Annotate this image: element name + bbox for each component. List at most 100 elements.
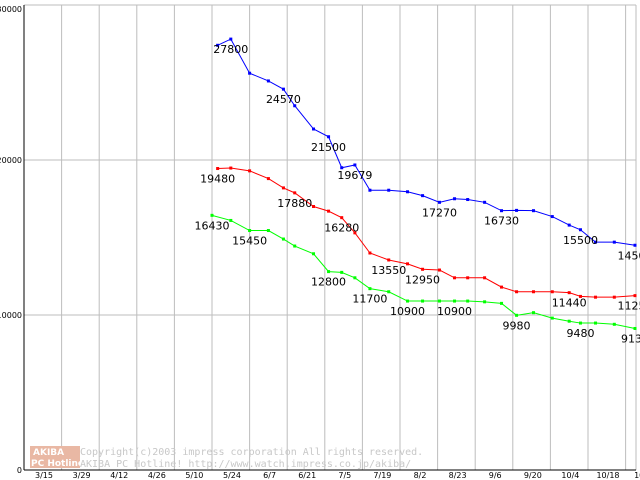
data-point-green <box>567 319 571 323</box>
data-point-green <box>421 299 425 303</box>
x-tick-label: 7/5 <box>338 471 351 480</box>
data-label-red: 12950 <box>405 273 440 286</box>
data-point-blue <box>312 127 316 131</box>
data-point-red <box>421 267 425 271</box>
data-label-blue: 15500 <box>563 234 598 247</box>
data-point-green <box>550 316 554 320</box>
x-tick-label: 7/19 <box>373 471 391 480</box>
data-point-blue <box>281 87 285 91</box>
data-point-red <box>612 295 616 299</box>
data-point-red <box>483 276 487 280</box>
x-tick-label: 4/12 <box>110 471 128 480</box>
data-point-blue <box>216 43 220 47</box>
data-label-green: 16430 <box>195 219 230 232</box>
data-label-blue: 16730 <box>484 215 519 228</box>
akiba-logo-bottom: PC Hotline! <box>31 459 88 469</box>
y-tick-label: 0 <box>17 466 22 475</box>
data-point-red <box>594 295 598 299</box>
data-point-red <box>633 294 637 298</box>
data-point-red <box>550 290 554 294</box>
y-tick-label: 20000 <box>0 156 22 165</box>
data-point-green <box>612 322 616 326</box>
data-label-blue: 27800 <box>213 43 248 56</box>
data-point-red <box>500 285 504 289</box>
x-tick-label: 9/6 <box>489 471 502 480</box>
data-point-blue <box>578 228 582 232</box>
y-tick-label: 10000 <box>0 311 22 320</box>
data-point-blue <box>531 209 535 213</box>
data-point-green <box>266 229 270 233</box>
data-label-layer: 27800 24570 21500 19679 17270 16730 15500 14500… <box>195 43 640 345</box>
data-point-red <box>216 167 220 171</box>
x-tick-label: 4/26 <box>148 471 166 480</box>
data-point-red <box>312 205 316 208</box>
data-label-green: 11700 <box>352 293 387 306</box>
data-label-red: 17880 <box>277 197 312 210</box>
data-label-green: 10900 <box>437 305 472 318</box>
data-label-green: 9980 <box>503 319 531 332</box>
data-point-blue <box>594 240 598 244</box>
data-point-green <box>515 313 519 317</box>
x-tick-label: 9/20 <box>524 471 542 480</box>
data-point-red <box>406 262 410 266</box>
data-label-blue: 24570 <box>266 93 301 106</box>
data-point-blue <box>353 163 357 167</box>
data-point-green <box>353 276 357 280</box>
grid-layer <box>23 4 637 471</box>
data-point-green <box>500 301 504 305</box>
data-point-green <box>453 299 457 303</box>
data-point-blue <box>483 200 487 204</box>
data-label-green: 10900 <box>390 305 425 318</box>
data-point-green <box>312 252 316 256</box>
data-label-blue: 17270 <box>422 206 457 219</box>
data-point-blue <box>500 209 504 213</box>
data-point-red <box>281 186 285 190</box>
data-point-green <box>327 270 331 274</box>
data-point-blue <box>466 198 470 202</box>
data-label-red: 19480 <box>200 173 235 186</box>
data-label-red: 11440 <box>552 297 587 310</box>
data-point-blue <box>229 37 233 41</box>
data-point-red <box>387 258 391 262</box>
data-point-green <box>633 326 637 330</box>
data-point-red <box>266 177 270 181</box>
data-label-green: 15450 <box>232 235 267 248</box>
data-point-red <box>229 166 233 170</box>
akiba-logo-top: AKIBA <box>33 448 64 458</box>
x-tick-label: 10/18 <box>596 471 619 480</box>
data-point-red <box>578 294 582 298</box>
data-label-red: 16280 <box>324 222 359 235</box>
data-point-green <box>483 300 487 304</box>
data-point-red <box>515 290 519 294</box>
data-point-green <box>578 321 582 325</box>
data-point-blue <box>421 194 425 198</box>
watermark: AKIBA PC Hotline! Copyright(c)2003 impre… <box>30 446 423 470</box>
data-point-blue <box>567 223 571 227</box>
data-point-blue <box>437 200 441 204</box>
x-tick-label: 5/10 <box>185 471 203 480</box>
data-point-red <box>327 209 331 213</box>
data-point-red <box>353 231 357 235</box>
data-point-green <box>387 290 391 294</box>
x-tick-label: 5/24 <box>223 471 241 480</box>
data-point-green <box>466 299 470 303</box>
data-point-green <box>531 311 535 315</box>
site-url-text: AKIBA PC Hotline! http://www.watch.impre… <box>80 459 411 470</box>
data-point-blue <box>266 79 270 83</box>
data-point-blue <box>248 71 252 75</box>
x-tick-label: 8/2 <box>414 471 427 480</box>
x-tick-label: 8/23 <box>449 471 467 480</box>
x-tick-label: 6/21 <box>298 471 316 480</box>
data-point-green <box>594 321 598 325</box>
data-point-blue <box>612 240 616 244</box>
data-point-blue <box>550 215 554 219</box>
data-point-green <box>340 270 344 274</box>
data-point-red <box>531 290 535 294</box>
data-label-green: 12800 <box>311 276 346 289</box>
data-point-blue <box>368 188 372 192</box>
data-point-green <box>248 229 252 233</box>
